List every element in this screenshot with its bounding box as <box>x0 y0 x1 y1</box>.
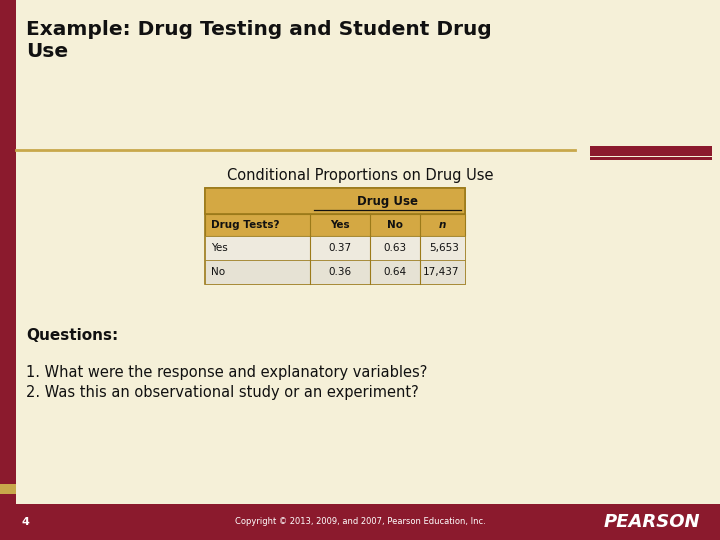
Bar <box>0 504 720 540</box>
Text: Questions:: Questions: <box>26 328 118 343</box>
Text: No: No <box>387 220 403 230</box>
Text: 2. Was this an observational study or an experiment?: 2. Was this an observational study or an… <box>26 385 419 400</box>
Bar <box>205 214 465 236</box>
Text: Copyright © 2013, 2009, and 2007, Pearson Education, Inc.: Copyright © 2013, 2009, and 2007, Pearso… <box>235 517 485 526</box>
Bar <box>205 188 465 214</box>
Text: 0.36: 0.36 <box>328 267 351 277</box>
Text: 0.37: 0.37 <box>328 243 351 253</box>
Bar <box>205 188 465 284</box>
Text: Drug Use: Drug Use <box>357 194 418 207</box>
Text: 0.63: 0.63 <box>384 243 407 253</box>
Text: Yes: Yes <box>330 220 350 230</box>
Bar <box>0 0 16 540</box>
Text: No: No <box>211 267 225 277</box>
Text: 5,653: 5,653 <box>429 243 459 253</box>
Text: Example: Drug Testing and Student Drug: Example: Drug Testing and Student Drug <box>26 20 492 39</box>
Text: 0.64: 0.64 <box>384 267 407 277</box>
Text: Use: Use <box>26 42 68 61</box>
Text: Yes: Yes <box>211 243 228 253</box>
Bar <box>0 484 16 494</box>
Text: 1. What were the response and explanatory variables?: 1. What were the response and explanator… <box>26 365 428 380</box>
Text: PEARSON: PEARSON <box>603 513 700 531</box>
Text: 17,437: 17,437 <box>423 267 459 277</box>
Text: Conditional Proportions on Drug Use: Conditional Proportions on Drug Use <box>227 168 493 183</box>
Text: n: n <box>438 220 446 230</box>
Bar <box>590 157 712 160</box>
Bar <box>590 146 712 156</box>
Text: 4: 4 <box>22 517 30 527</box>
Bar <box>205 236 465 260</box>
Text: Drug Tests?: Drug Tests? <box>211 220 279 230</box>
Bar <box>205 260 465 284</box>
